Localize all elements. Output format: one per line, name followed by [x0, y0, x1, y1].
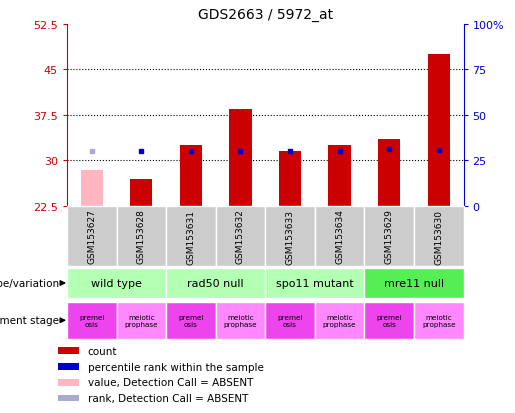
Bar	[414, 302, 464, 339]
Bar	[130, 179, 152, 206]
Text: value, Detection Call = ABSENT: value, Detection Call = ABSENT	[88, 377, 253, 387]
Text: GSM153631: GSM153631	[186, 209, 195, 264]
Bar	[265, 206, 315, 266]
Bar	[216, 302, 265, 339]
Bar	[365, 302, 414, 339]
Bar	[427, 55, 450, 206]
Text: GSM153633: GSM153633	[285, 209, 295, 264]
Text: premei
osis: premei osis	[79, 314, 105, 327]
Text: meiotic
prophase: meiotic prophase	[323, 314, 356, 327]
Text: GSM153634: GSM153634	[335, 209, 344, 264]
Text: premei
osis: premei osis	[277, 314, 303, 327]
Text: GSM153629: GSM153629	[385, 209, 393, 264]
Bar	[365, 269, 464, 298]
Bar	[180, 146, 202, 206]
Text: development stage: development stage	[0, 316, 59, 325]
Bar	[58, 363, 79, 370]
Text: GSM153632: GSM153632	[236, 209, 245, 264]
Text: GSM153628: GSM153628	[137, 209, 146, 264]
Bar	[166, 206, 216, 266]
Title: GDS2663 / 5972_at: GDS2663 / 5972_at	[198, 8, 333, 22]
Bar	[116, 302, 166, 339]
Text: premei
osis: premei osis	[376, 314, 402, 327]
Bar	[116, 206, 166, 266]
Bar	[166, 269, 265, 298]
Bar	[265, 302, 315, 339]
Bar	[67, 206, 116, 266]
Text: genotype/variation: genotype/variation	[0, 278, 59, 288]
Text: rank, Detection Call = ABSENT: rank, Detection Call = ABSENT	[88, 393, 248, 403]
Bar	[80, 170, 103, 206]
Text: spo11 mutant: spo11 mutant	[276, 278, 354, 288]
Text: rad50 null: rad50 null	[187, 278, 244, 288]
Bar	[329, 146, 351, 206]
Text: count: count	[88, 346, 117, 356]
Bar	[365, 206, 414, 266]
Bar	[166, 302, 216, 339]
Text: GSM153627: GSM153627	[87, 209, 96, 264]
Bar	[414, 206, 464, 266]
Text: meiotic
prophase: meiotic prophase	[125, 314, 158, 327]
Bar	[67, 269, 166, 298]
Bar	[229, 109, 252, 206]
Text: mre11 null: mre11 null	[384, 278, 444, 288]
Text: percentile rank within the sample: percentile rank within the sample	[88, 362, 264, 372]
Bar	[58, 394, 79, 401]
Text: meiotic
prophase: meiotic prophase	[422, 314, 456, 327]
Bar	[315, 206, 365, 266]
Bar	[216, 206, 265, 266]
Text: meiotic
prophase: meiotic prophase	[224, 314, 258, 327]
Bar	[58, 348, 79, 354]
Bar	[378, 140, 400, 206]
Bar	[265, 269, 365, 298]
Bar	[58, 379, 79, 386]
Text: wild type: wild type	[91, 278, 142, 288]
Bar	[279, 152, 301, 206]
Text: GSM153630: GSM153630	[434, 209, 443, 264]
Text: premei
osis: premei osis	[178, 314, 203, 327]
Bar	[315, 302, 365, 339]
Bar	[67, 302, 116, 339]
